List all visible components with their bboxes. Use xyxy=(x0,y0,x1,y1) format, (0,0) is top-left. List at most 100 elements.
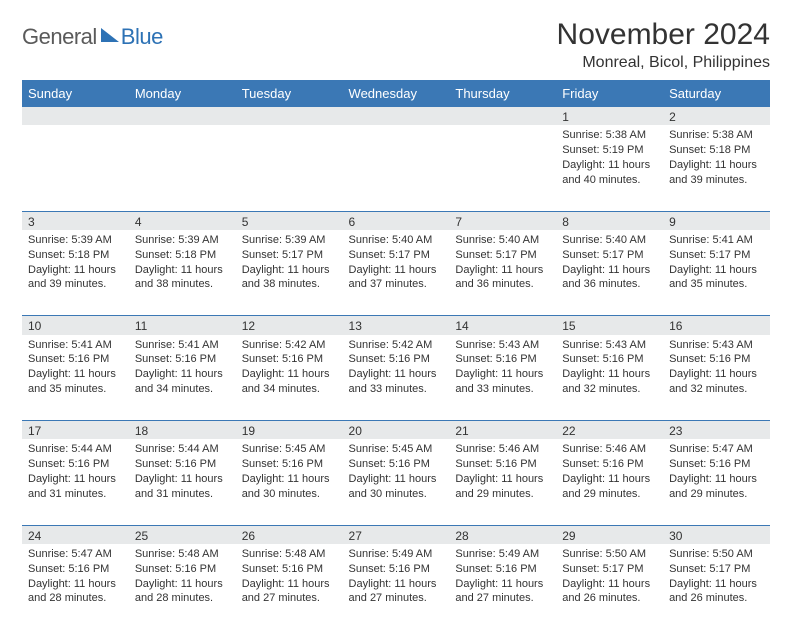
sunset-line: Sunset: 5:16 PM xyxy=(28,457,123,472)
sunrise-line: Sunrise: 5:50 AM xyxy=(669,547,764,562)
detail-row: Sunrise: 5:38 AMSunset: 5:19 PMDaylight:… xyxy=(22,125,770,211)
day-detail-lines: Sunrise: 5:41 AMSunset: 5:16 PMDaylight:… xyxy=(28,338,123,397)
location-text: Monreal, Bicol, Philippines xyxy=(557,54,770,72)
brand-logo: General Blue xyxy=(22,18,163,50)
day-detail-lines: Sunrise: 5:43 AMSunset: 5:16 PMDaylight:… xyxy=(669,338,764,397)
day-detail-lines: Sunrise: 5:38 AMSunset: 5:19 PMDaylight:… xyxy=(562,128,657,187)
weekday-header: Thursday xyxy=(449,80,556,107)
day-number-cell xyxy=(22,107,129,125)
daynum-row: 17181920212223 xyxy=(22,421,770,440)
day-detail-cell: Sunrise: 5:39 AMSunset: 5:18 PMDaylight:… xyxy=(129,230,236,316)
day-detail-cell: Sunrise: 5:47 AMSunset: 5:16 PMDaylight:… xyxy=(663,439,770,525)
day-detail-lines: Sunrise: 5:41 AMSunset: 5:17 PMDaylight:… xyxy=(669,233,764,292)
daylight-line: Daylight: 11 hours and 33 minutes. xyxy=(349,367,444,397)
daylight-line: Daylight: 11 hours and 34 minutes. xyxy=(135,367,230,397)
daylight-line: Daylight: 11 hours and 28 minutes. xyxy=(28,577,123,607)
sunrise-line: Sunrise: 5:50 AM xyxy=(562,547,657,562)
day-number-cell: 28 xyxy=(449,525,556,544)
day-detail-lines: Sunrise: 5:40 AMSunset: 5:17 PMDaylight:… xyxy=(562,233,657,292)
daynum-row: 3456789 xyxy=(22,211,770,230)
day-detail-cell: Sunrise: 5:45 AMSunset: 5:16 PMDaylight:… xyxy=(343,439,450,525)
sunrise-line: Sunrise: 5:44 AM xyxy=(28,442,123,457)
day-number-cell: 8 xyxy=(556,211,663,230)
sunset-line: Sunset: 5:17 PM xyxy=(669,562,764,577)
day-detail-cell: Sunrise: 5:47 AMSunset: 5:16 PMDaylight:… xyxy=(22,544,129,630)
day-number-cell: 14 xyxy=(449,316,556,335)
sunset-line: Sunset: 5:17 PM xyxy=(669,248,764,263)
day-number-cell: 17 xyxy=(22,421,129,440)
day-number-cell: 30 xyxy=(663,525,770,544)
sunrise-line: Sunrise: 5:45 AM xyxy=(242,442,337,457)
detail-row: Sunrise: 5:44 AMSunset: 5:16 PMDaylight:… xyxy=(22,439,770,525)
sunset-line: Sunset: 5:16 PM xyxy=(135,562,230,577)
sunset-line: Sunset: 5:16 PM xyxy=(242,352,337,367)
sunset-line: Sunset: 5:16 PM xyxy=(349,562,444,577)
day-number-cell: 29 xyxy=(556,525,663,544)
daylight-line: Daylight: 11 hours and 38 minutes. xyxy=(242,263,337,293)
sunset-line: Sunset: 5:16 PM xyxy=(242,562,337,577)
day-number-cell: 7 xyxy=(449,211,556,230)
daylight-line: Daylight: 11 hours and 26 minutes. xyxy=(562,577,657,607)
daylight-line: Daylight: 11 hours and 30 minutes. xyxy=(349,472,444,502)
day-detail-cell: Sunrise: 5:49 AMSunset: 5:16 PMDaylight:… xyxy=(343,544,450,630)
daylight-line: Daylight: 11 hours and 35 minutes. xyxy=(669,263,764,293)
day-number-cell: 3 xyxy=(22,211,129,230)
day-detail-lines: Sunrise: 5:50 AMSunset: 5:17 PMDaylight:… xyxy=(562,547,657,606)
day-detail-lines: Sunrise: 5:47 AMSunset: 5:16 PMDaylight:… xyxy=(28,547,123,606)
sunrise-line: Sunrise: 5:46 AM xyxy=(455,442,550,457)
day-number-cell: 12 xyxy=(236,316,343,335)
sunset-line: Sunset: 5:16 PM xyxy=(562,352,657,367)
day-detail-cell: Sunrise: 5:49 AMSunset: 5:16 PMDaylight:… xyxy=(449,544,556,630)
day-number-cell: 22 xyxy=(556,421,663,440)
day-detail-lines: Sunrise: 5:45 AMSunset: 5:16 PMDaylight:… xyxy=(242,442,337,501)
day-detail-lines: Sunrise: 5:45 AMSunset: 5:16 PMDaylight:… xyxy=(349,442,444,501)
day-number-cell: 25 xyxy=(129,525,236,544)
daylight-line: Daylight: 11 hours and 27 minutes. xyxy=(242,577,337,607)
day-detail-cell xyxy=(449,125,556,211)
day-detail-cell: Sunrise: 5:39 AMSunset: 5:17 PMDaylight:… xyxy=(236,230,343,316)
day-detail-cell: Sunrise: 5:48 AMSunset: 5:16 PMDaylight:… xyxy=(129,544,236,630)
day-detail-cell: Sunrise: 5:41 AMSunset: 5:17 PMDaylight:… xyxy=(663,230,770,316)
day-detail-lines: Sunrise: 5:40 AMSunset: 5:17 PMDaylight:… xyxy=(349,233,444,292)
calendar-body: 12 Sunrise: 5:38 AMSunset: 5:19 PMDaylig… xyxy=(22,107,770,630)
daylight-line: Daylight: 11 hours and 39 minutes. xyxy=(669,158,764,188)
day-detail-lines: Sunrise: 5:50 AMSunset: 5:17 PMDaylight:… xyxy=(669,547,764,606)
detail-row: Sunrise: 5:41 AM Sunset: 5:16 PM Daylight:… xyxy=(22,335,770,421)
sunset-line: Sunset: 5:17 PM xyxy=(562,248,657,263)
calendar-table: SundayMondayTuesdayWednesdayThursdayFrid… xyxy=(22,80,770,630)
daylight-line: Daylight: 11 hours and 27 minutes. xyxy=(349,577,444,607)
day-detail-cell: Sunrise: 5:43 AMSunset: 5:16 PMDaylight:… xyxy=(556,335,663,421)
day-number-cell: 6 xyxy=(343,211,450,230)
day-number-cell xyxy=(343,107,450,125)
sunset-line: Sunset: 5:16 PM xyxy=(669,457,764,472)
daylight-line: Daylight: 11 hours and 29 minutes. xyxy=(562,472,657,502)
day-detail-lines: Sunrise: 5:40 AMSunset: 5:17 PMDaylight:… xyxy=(455,233,550,292)
day-detail-cell: Sunrise: 5:44 AMSunset: 5:16 PMDaylight:… xyxy=(129,439,236,525)
day-detail-cell: Sunrise: 5:45 AMSunset: 5:16 PMDaylight:… xyxy=(236,439,343,525)
daynum-row: 12 xyxy=(22,107,770,125)
day-detail-cell: Sunrise: 5:42 AMSunset: 5:16 PMDaylight:… xyxy=(236,335,343,421)
month-title: November 2024 xyxy=(557,18,770,52)
day-number-cell: 11 xyxy=(129,316,236,335)
sunrise-line: Sunrise: 5:41 AM xyxy=(28,338,123,353)
day-number-cell: 5 xyxy=(236,211,343,230)
day-detail-lines: Sunrise: 5:44 AMSunset: 5:16 PMDaylight:… xyxy=(135,442,230,501)
sunrise-line: Sunrise: 5:49 AM xyxy=(349,547,444,562)
day-detail-lines: Sunrise: 5:48 AMSunset: 5:16 PMDaylight:… xyxy=(242,547,337,606)
day-number-cell: 23 xyxy=(663,421,770,440)
daylight-line: Daylight: 11 hours and 30 minutes. xyxy=(242,472,337,502)
day-number-cell: 21 xyxy=(449,421,556,440)
sunrise-line: Sunrise: 5:43 AM xyxy=(455,338,550,353)
sunrise-line: Sunrise: 5:40 AM xyxy=(455,233,550,248)
detail-row: Sunrise: 5:47 AMSunset: 5:16 PMDaylight:… xyxy=(22,544,770,630)
day-detail-lines: Sunrise: 5:43 AMSunset: 5:16 PMDaylight:… xyxy=(455,338,550,397)
day-detail-cell: Sunrise: 5:38 AMSunset: 5:19 PMDaylight:… xyxy=(556,125,663,211)
day-detail-cell: Sunrise: 5:43 AMSunset: 5:16 PMDaylight:… xyxy=(663,335,770,421)
daynum-row: 10111213141516 xyxy=(22,316,770,335)
sunrise-line: Sunrise: 5:39 AM xyxy=(135,233,230,248)
sunset-line: Sunset: 5:16 PM xyxy=(455,562,550,577)
day-detail-cell: Sunrise: 5:44 AMSunset: 5:16 PMDaylight:… xyxy=(22,439,129,525)
sunrise-line: Sunrise: 5:40 AM xyxy=(349,233,444,248)
daylight-line: Daylight: 11 hours and 37 minutes. xyxy=(349,263,444,293)
day-detail-lines: Sunrise: 5:41 AMSunset: 5:16 PMDaylight:… xyxy=(135,338,230,397)
